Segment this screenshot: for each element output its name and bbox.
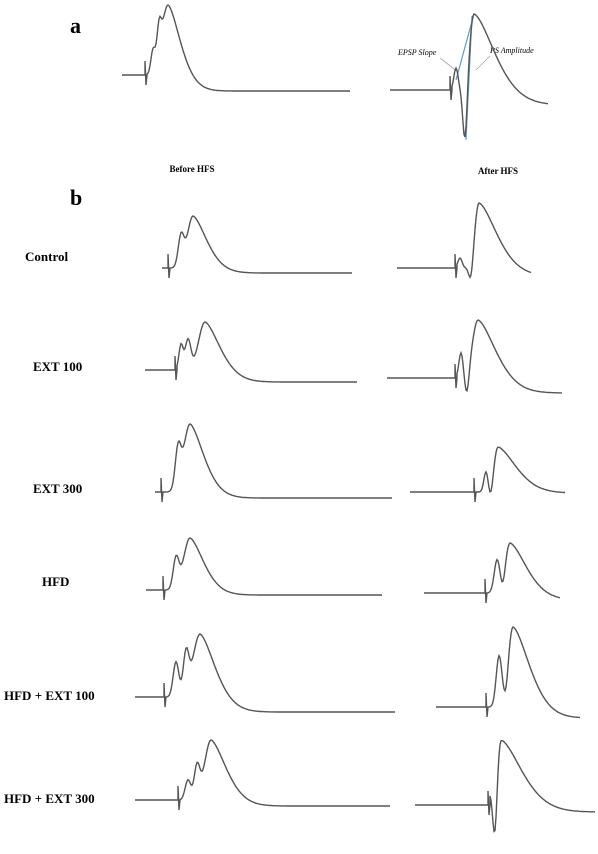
trace (424, 542, 561, 604)
trace (397, 202, 532, 279)
trace (162, 215, 352, 279)
trace (135, 739, 390, 811)
trace (155, 423, 392, 503)
trace (387, 319, 562, 394)
row-label: HFD + EXT 300 (4, 791, 95, 806)
caption: Before HFS (169, 164, 214, 174)
pointer (475, 55, 491, 71)
trace (146, 537, 382, 601)
trace (415, 739, 596, 833)
trace (122, 4, 350, 92)
trace (436, 626, 581, 719)
annotation: EPSP Slope (397, 48, 437, 57)
trace (135, 633, 395, 713)
caption: After HFS (478, 166, 518, 176)
panel-label: a (70, 13, 81, 38)
trace (390, 13, 549, 138)
row-label: HFD (42, 574, 69, 589)
row-label: EXT 100 (33, 359, 82, 374)
row-label: HFD + EXT 100 (4, 688, 95, 703)
panel-label: b (70, 185, 82, 210)
trace (410, 446, 565, 503)
trace (145, 321, 357, 383)
row-label: EXT 300 (33, 481, 82, 496)
row-label: Control (25, 249, 68, 264)
annotation: PS Amplitude (489, 46, 534, 55)
